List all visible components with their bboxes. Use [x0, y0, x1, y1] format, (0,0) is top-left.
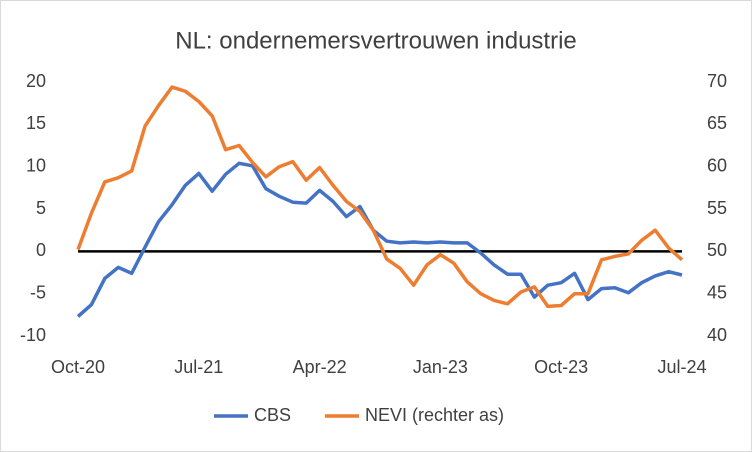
- y2-tick-label: 45: [707, 282, 727, 302]
- y2-tick-label: 70: [707, 71, 727, 91]
- legend-label: NEVI (rechter as): [365, 405, 504, 425]
- y-tick-label: 15: [26, 113, 46, 133]
- y-tick-label: -10: [20, 325, 46, 345]
- y-tick-label: 20: [26, 71, 46, 91]
- series-line: [76, 85, 684, 309]
- y2-tick-label: 55: [707, 198, 727, 218]
- y2-tick-label: 50: [707, 240, 727, 260]
- y2-tick-label: 65: [707, 113, 727, 133]
- x-tick-label: Oct-20: [51, 357, 105, 377]
- x-tick-label: Jan-23: [413, 357, 468, 377]
- y-tick-label: 10: [26, 155, 46, 175]
- x-tick-label: Jul-24: [657, 357, 706, 377]
- x-tick-label: Apr-22: [293, 357, 347, 377]
- y-tick-label: 0: [36, 240, 46, 260]
- y-tick-label: -5: [30, 282, 46, 302]
- y2-tick-label: 60: [707, 155, 727, 175]
- x-tick-label: Jul-21: [174, 357, 223, 377]
- series-line: [76, 161, 683, 318]
- y2-tick-label: 40: [707, 325, 727, 345]
- legend-label: CBS: [254, 405, 291, 425]
- x-tick-label: Oct-23: [534, 357, 588, 377]
- y-tick-label: 5: [36, 198, 46, 218]
- chart-title: NL: ondernemersvertrouwen industrie: [175, 27, 577, 54]
